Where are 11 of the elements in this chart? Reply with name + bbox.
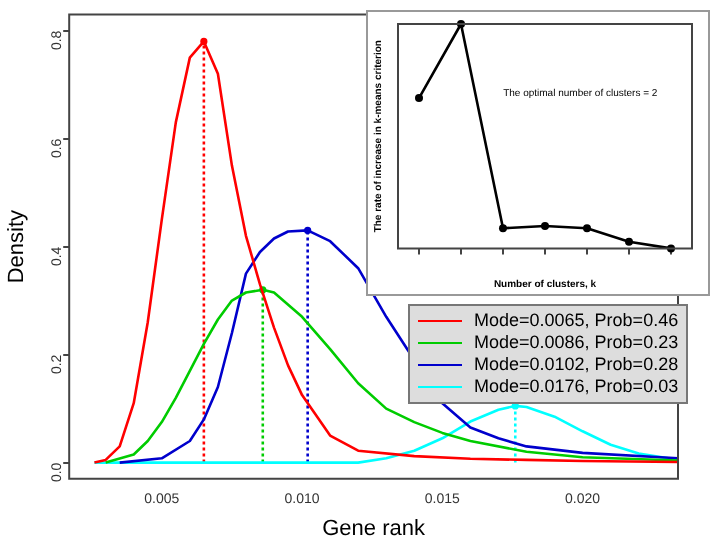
- legend-label: Mode=0.0102, Prob=0.28: [472, 354, 679, 376]
- point: [415, 94, 423, 103]
- x-axis-title: Gene rank: [322, 516, 426, 541]
- point: [499, 224, 507, 233]
- legend-label: Mode=0.0176, Prob=0.03: [472, 376, 679, 398]
- point: [625, 237, 633, 246]
- y-axis-title: Density: [5, 208, 30, 284]
- point: [541, 221, 549, 230]
- point: [583, 224, 591, 233]
- legend-label: Mode=0.0086, Prob=0.23: [472, 332, 679, 354]
- legend-label: Mode=0.0065, Prob=0.46: [472, 310, 679, 332]
